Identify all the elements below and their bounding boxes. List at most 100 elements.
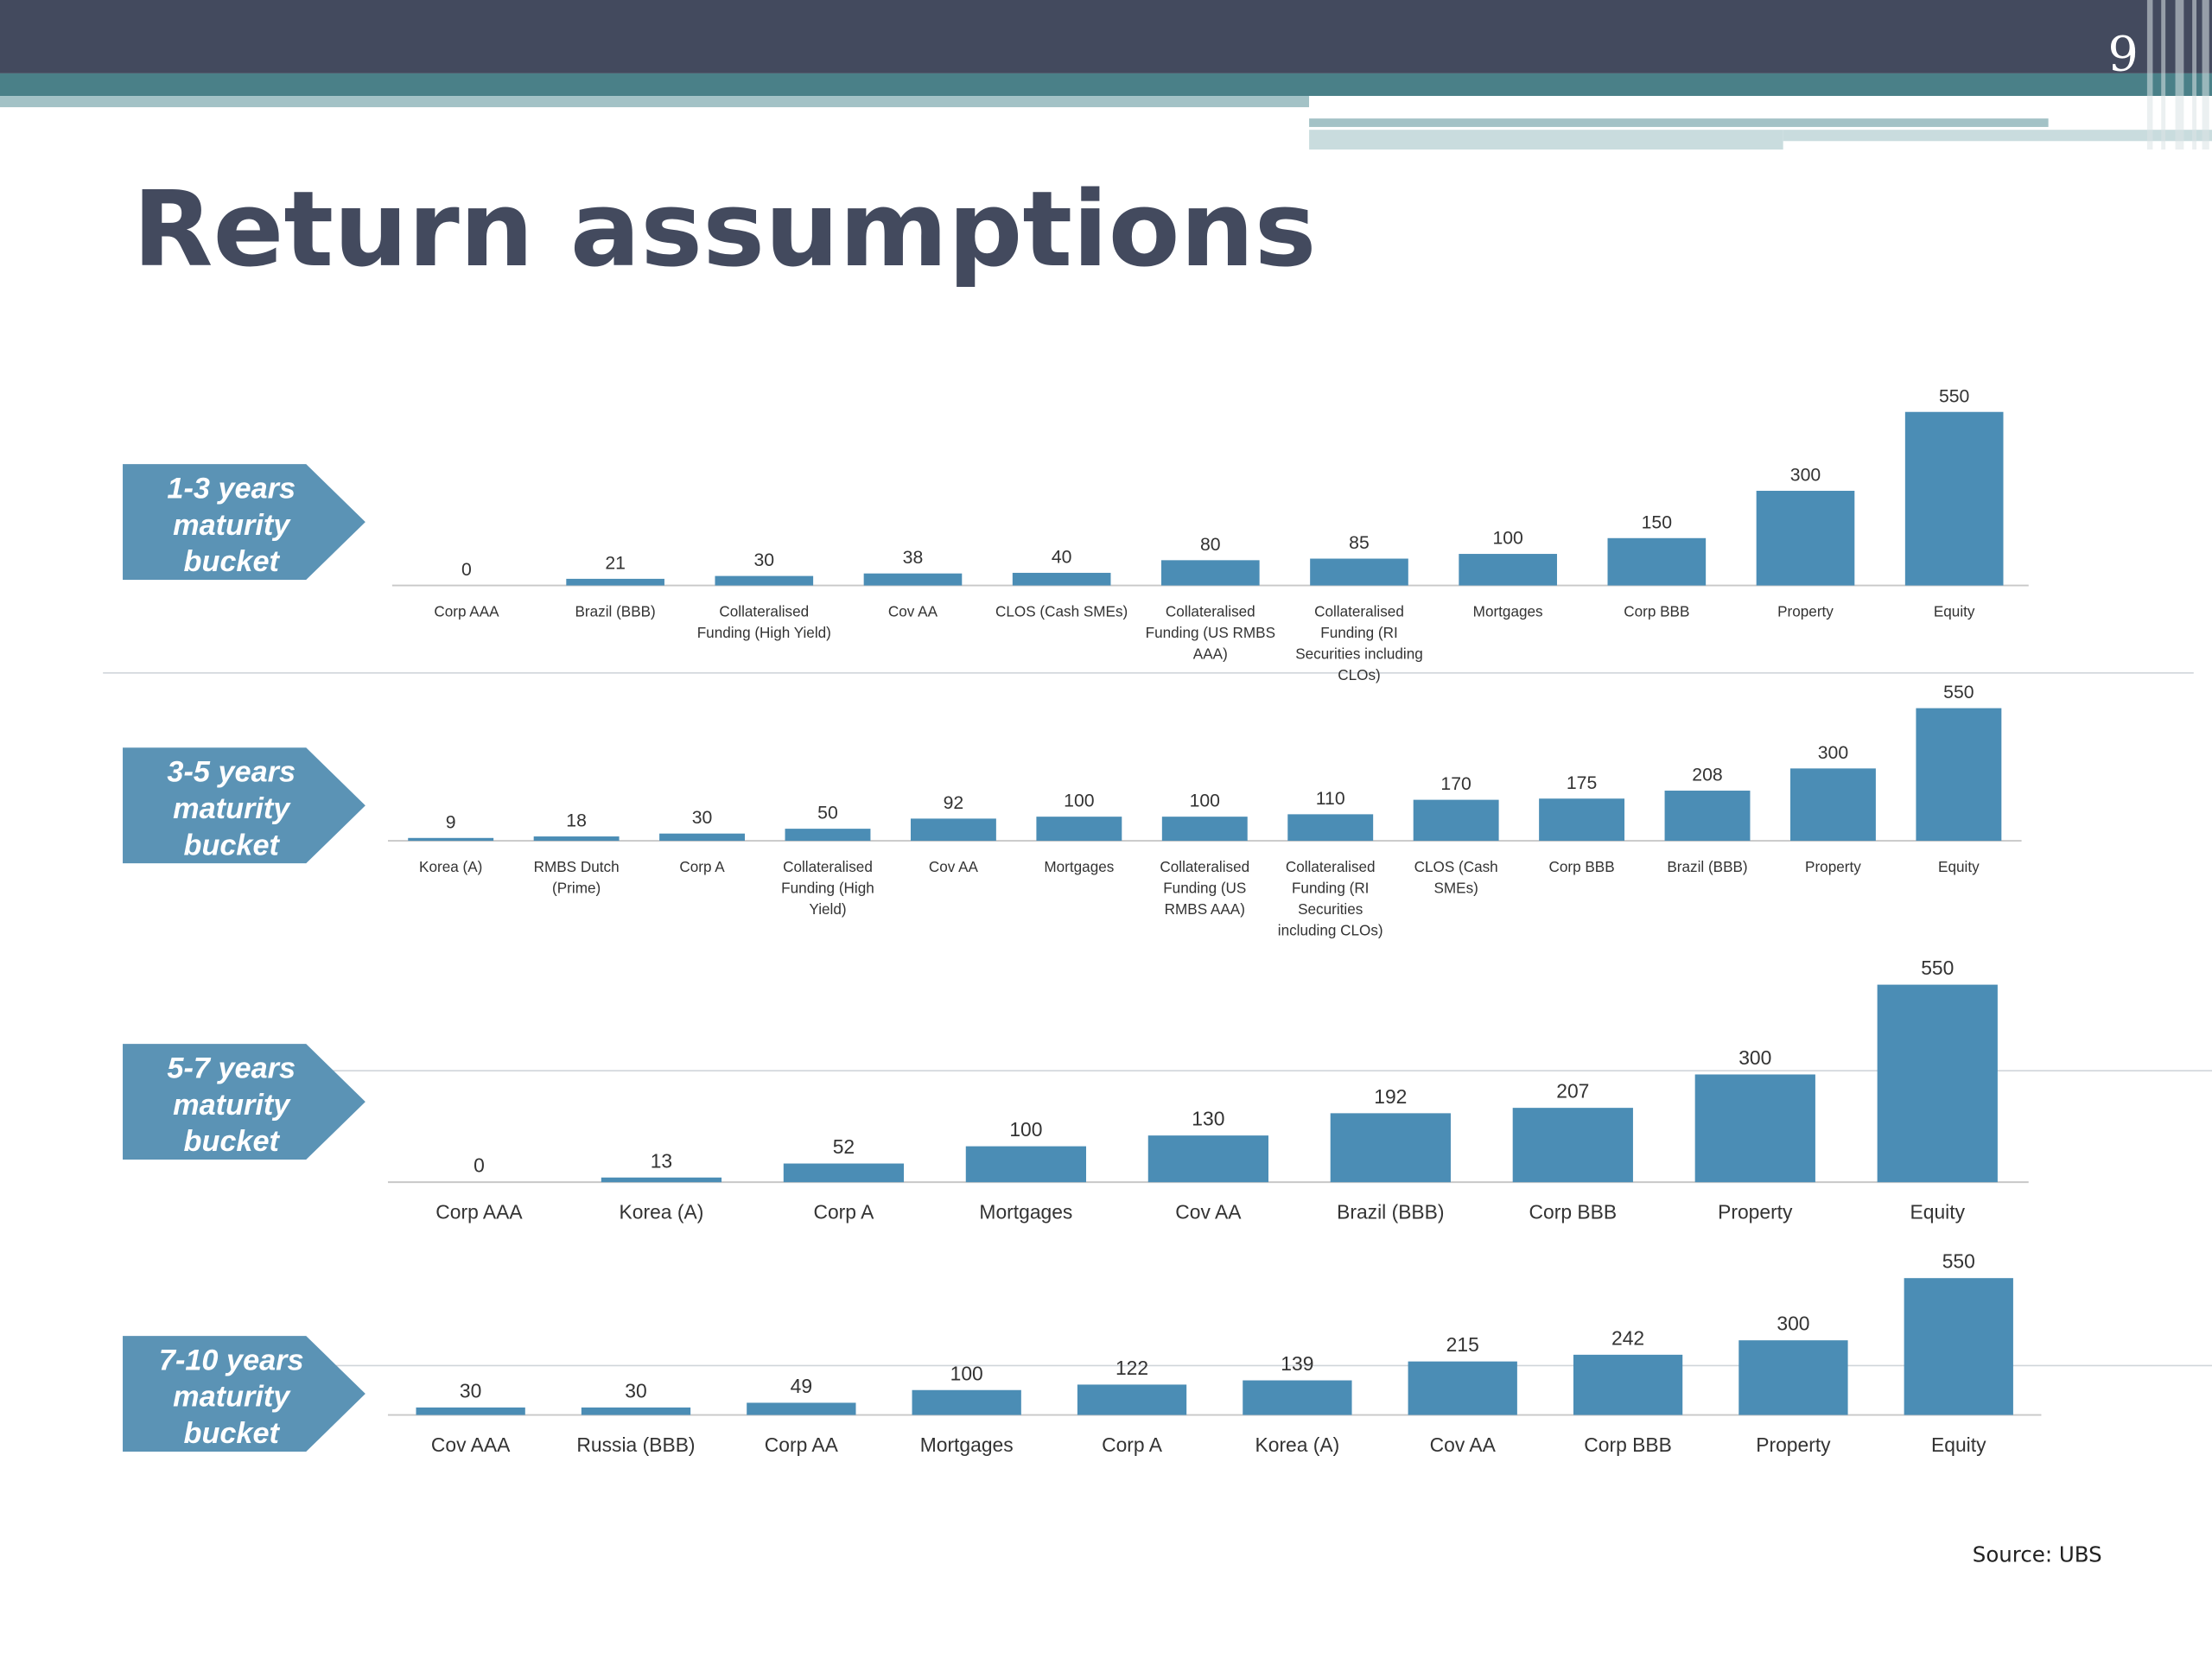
bar (783, 1163, 905, 1183)
bucket-label-line: bucket (184, 1417, 281, 1450)
category-label: Collateralised Funding (High Yield) (697, 602, 831, 640)
category-label: Brazil (BBB) (1667, 858, 1747, 875)
category-label: Mortgages (920, 1433, 1014, 1456)
category-label: Property (1777, 602, 1834, 620)
category-label: Corp A (813, 1201, 874, 1224)
page-number: 9 (2107, 27, 2138, 83)
bar (1413, 799, 1499, 842)
data-label: 13 (651, 1149, 672, 1172)
category-label: Mortgages (979, 1201, 1072, 1224)
bar (1607, 537, 1707, 586)
data-label: 550 (1943, 683, 1974, 702)
data-label: 100 (1492, 529, 1522, 549)
bar (1287, 814, 1374, 842)
category-label: Russia (BBB) (576, 1433, 695, 1456)
bucket-label-line: maturity (173, 792, 291, 825)
category-label: Collateralised Funding (High Yield) (781, 858, 874, 918)
data-label: 150 (1642, 512, 1672, 532)
data-label: 110 (1316, 789, 1345, 809)
data-label: 175 (1567, 773, 1597, 793)
bucket-label-line: 5-7 years (167, 1052, 296, 1084)
header-decor-lines (2146, 0, 2209, 150)
bar (912, 1389, 1021, 1415)
page-title: Return assumptions (132, 169, 1316, 290)
data-label: 30 (625, 1379, 646, 1402)
data-label: 30 (460, 1379, 481, 1402)
category-label: Cov AA (1430, 1433, 1497, 1456)
data-label: 9 (446, 812, 456, 832)
category-label: Corp A (679, 858, 725, 875)
bar (1036, 817, 1122, 842)
arrow-shape (123, 464, 365, 581)
header-band (0, 0, 2212, 150)
bar (533, 836, 620, 842)
bucket-label-line: bucket (184, 545, 281, 578)
category-label: Corp A (1102, 1433, 1163, 1456)
data-label: 85 (1349, 533, 1370, 553)
category-label: Mortgages (1044, 858, 1114, 875)
data-label: 122 (1116, 1357, 1148, 1379)
header-teal-band (0, 73, 2212, 97)
bucket-label-line: 1-3 years (167, 472, 296, 505)
category-label: Korea (A) (620, 1201, 704, 1224)
data-label: 139 (1281, 1352, 1313, 1375)
category-label: RMBS Dutch (Prime) (534, 858, 620, 896)
bar (1459, 554, 1557, 586)
category-label: Corp BBB (1624, 602, 1689, 620)
bar (747, 1402, 856, 1415)
bar (1012, 572, 1111, 586)
category-label: Cov AA (888, 602, 938, 620)
data-label: 300 (1738, 1046, 1771, 1069)
category-label: Equity (1931, 1433, 1986, 1456)
bar (1904, 411, 2004, 586)
category-label: Corp AAA (435, 1201, 523, 1224)
bar (910, 818, 996, 842)
category-label: Corp BBB (1529, 1201, 1618, 1224)
category-label: Collateralised Funding (RI Securities inclu… (1278, 858, 1383, 938)
category-label: Korea (A) (419, 858, 482, 875)
data-label: 550 (1939, 386, 1969, 406)
category-label: Equity (1938, 858, 1980, 875)
category-label: Brazil (BBB) (1337, 1201, 1444, 1224)
bar (1512, 1108, 1633, 1183)
header-dark-band (0, 0, 2212, 73)
bar-chart-2: 3-5 years maturity bucket 9 Korea (A) 18 RMBS … (123, 683, 2022, 938)
bar (1408, 1361, 1517, 1415)
bar (601, 1177, 722, 1183)
bar (1161, 560, 1260, 586)
data-label: 21 (605, 553, 626, 573)
bar (1877, 984, 1998, 1183)
data-label: 40 (1052, 548, 1072, 568)
category-label: Cov AA (1175, 1201, 1242, 1224)
data-label: 100 (1064, 791, 1094, 811)
category-label: Property (1805, 858, 1861, 875)
category-label: Collateralised Funding (US RMBS AAA) (1160, 858, 1249, 918)
bar (785, 829, 871, 842)
data-label: 130 (1192, 1108, 1224, 1130)
data-label: 80 (1200, 535, 1221, 555)
category-label: Corp AAA (434, 602, 499, 620)
category-label: Corp BBB (1549, 858, 1615, 875)
category-label: Equity (1934, 602, 1975, 620)
bar (863, 573, 963, 586)
header-pale-stripe (1309, 130, 1783, 150)
data-label: 49 (791, 1375, 812, 1397)
bucket-label-line: maturity (173, 1381, 291, 1414)
bar (566, 578, 664, 586)
bar (1664, 791, 1751, 842)
category-label: Mortgages (1473, 602, 1543, 620)
category-label: Korea (A) (1255, 1433, 1340, 1456)
data-label: 242 (1611, 1326, 1644, 1349)
category-label: Corp AA (765, 1433, 839, 1456)
bar (1789, 768, 1876, 842)
bar (1147, 1135, 1268, 1183)
data-label: 52 (833, 1135, 855, 1158)
arrow-shape (123, 1336, 365, 1452)
bucket-label-line: bucket (184, 829, 281, 861)
category-label: Collateralised Funding (RI Securities incl… (1295, 602, 1423, 683)
